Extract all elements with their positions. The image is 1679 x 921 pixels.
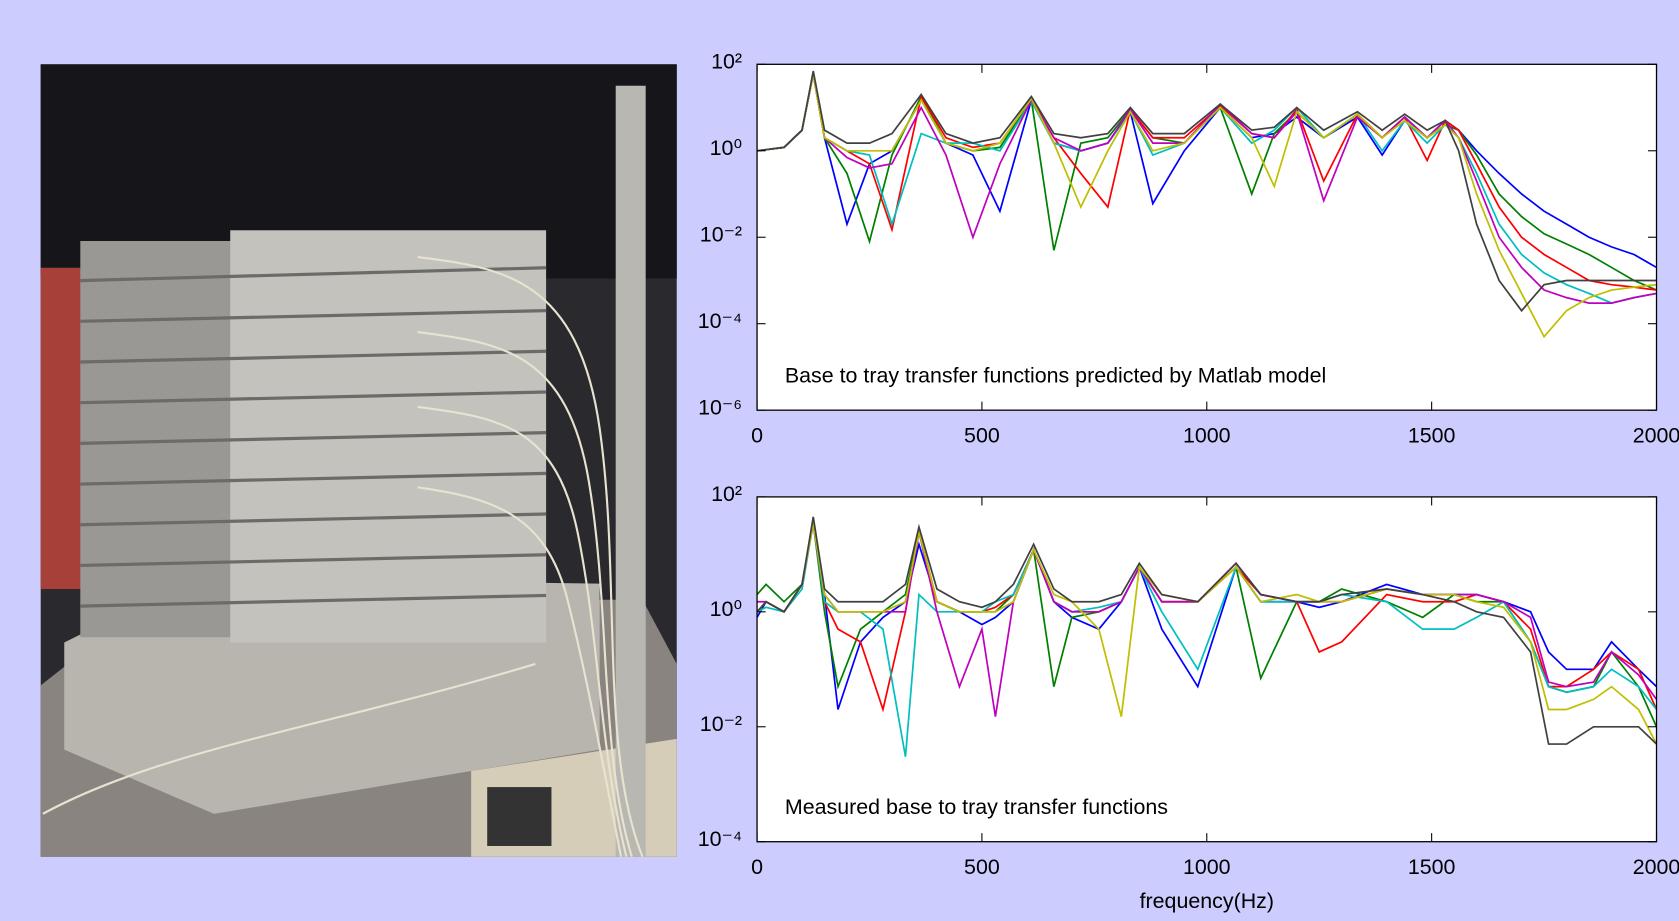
y-tick-label: 10⁰ xyxy=(710,597,742,621)
annotation: Base to tray transfer functions predicte… xyxy=(785,363,1326,387)
photo-logo xyxy=(487,787,552,846)
tray-gap xyxy=(80,431,547,445)
y-tick-label: 10⁻² xyxy=(700,223,742,247)
x-tick-label: 1000 xyxy=(1183,423,1231,447)
x-tick-label: 1500 xyxy=(1408,855,1456,879)
y-tick-label: 10⁻⁴ xyxy=(698,309,742,333)
series-line xyxy=(757,73,1657,339)
y-tick-label: 10⁻⁴ xyxy=(698,827,742,851)
photo-tray-stack xyxy=(80,230,547,643)
cable xyxy=(417,405,628,857)
photo xyxy=(40,64,677,858)
tray-gap xyxy=(80,390,547,405)
x-axis-label: frequency(Hz) xyxy=(1140,889,1274,913)
tray-gaps xyxy=(80,266,547,608)
series-line xyxy=(757,73,1657,291)
photo-cables xyxy=(42,255,644,858)
plot-area xyxy=(757,496,1657,842)
y-tick-label: 10² xyxy=(711,50,742,74)
photo-pole xyxy=(615,85,646,857)
tray-gap xyxy=(80,593,547,608)
series-line xyxy=(757,522,1657,745)
cable xyxy=(42,662,536,815)
tray-gap xyxy=(80,349,547,364)
chart: 0 500 1000 1500 2000 10² 10⁰ 10⁻² 10⁻⁴ Measured b… xyxy=(698,482,1679,913)
chart: 0 500 1000 1500 2000 10² 10⁰ 10⁻² 10⁻⁴ 10⁻⁶ Base t… xyxy=(698,50,1679,448)
y-tick-label: 10⁰ xyxy=(710,136,742,160)
y-tick-label: 10⁻⁶ xyxy=(698,395,742,419)
x-tick-label: 1000 xyxy=(1183,855,1231,879)
cable xyxy=(417,486,623,857)
tray-gap xyxy=(80,471,547,486)
x-tick-label: 500 xyxy=(964,423,1000,447)
x-tick-label: 500 xyxy=(964,855,1000,879)
x-tick-label: 2000 xyxy=(1633,423,1679,447)
x-tick-label: 0 xyxy=(751,423,763,447)
series-line xyxy=(757,516,1657,745)
x-tick-label: 1500 xyxy=(1408,423,1456,447)
tray-gap xyxy=(80,512,547,527)
tray-gap xyxy=(80,308,547,323)
tray-gap xyxy=(80,266,547,283)
y-tick-label: 10² xyxy=(711,482,742,506)
x-tick-label: 0 xyxy=(751,855,763,879)
annotation: Measured base to tray transfer functions xyxy=(785,795,1168,819)
x-tick-label: 2000 xyxy=(1633,855,1679,879)
series-line xyxy=(757,70,1657,313)
cable xyxy=(417,330,633,857)
tray-gap xyxy=(80,553,547,568)
y-tick-label: 10⁻² xyxy=(700,712,742,736)
cable xyxy=(417,255,644,858)
